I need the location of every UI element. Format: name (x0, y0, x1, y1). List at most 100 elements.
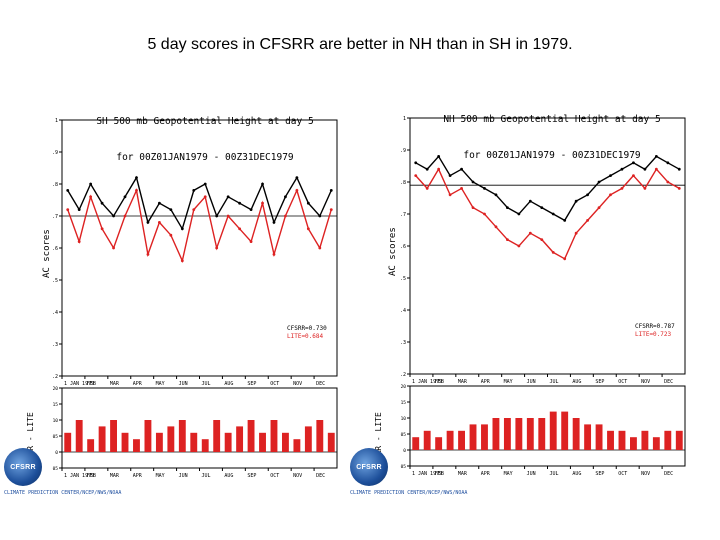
nh-diff-bar (538, 418, 546, 450)
nh-point-cfsrr (620, 167, 624, 171)
nh-point-cfsrr (666, 161, 670, 165)
sh-diff-ytick-label: .10 (52, 418, 58, 424)
nh-diff-xtick-label: MAY (504, 471, 513, 477)
sh-xtick-label: MAR (110, 381, 120, 387)
sh-point-cfsrr (284, 195, 287, 199)
sh-point-cfsrr (112, 214, 115, 218)
nh-point-lite (483, 212, 486, 216)
sh-diff-bar (75, 420, 83, 452)
sh-point-cfsrr (123, 195, 127, 199)
sh-ytick-label: .3 (52, 342, 58, 348)
sh-xtick-label: OCT (270, 381, 279, 387)
nh-point-lite (494, 225, 498, 229)
nh-diff-bar (515, 418, 523, 450)
nh-ytick-label: .5 (400, 276, 406, 282)
sh-diff-bar (155, 432, 163, 452)
sh-diff-xtick-label: NOV (293, 473, 302, 479)
nh-xtick-label: DEC (664, 379, 673, 385)
nh-series-lite (415, 167, 680, 260)
sh-diff-bar (121, 432, 129, 452)
sh-point-cfsrr (100, 201, 104, 205)
nh-point-cfsrr (414, 161, 418, 165)
sh-logo: CFSRR (4, 448, 42, 486)
nh-xtick-label: JUL (550, 379, 559, 385)
sh-diff-xtick-label: DEC (316, 473, 325, 479)
sh-diff-bar (190, 432, 198, 452)
nh-point-lite (597, 206, 601, 209)
sh-point-cfsrr (169, 208, 173, 211)
nh-panel: 1.9.8.7.6.5.4.3.2 1 JAN 1979 FEB MAR APR MAY J… (400, 116, 690, 496)
sh-xtick-label: FEB (87, 381, 96, 387)
sh-diff-bar (259, 432, 266, 452)
nh-point-cfsrr (574, 199, 578, 203)
nh-point-lite (471, 206, 475, 209)
sh-point-lite (146, 253, 150, 256)
sh-diff-bar (87, 439, 95, 452)
nh-point-lite (448, 193, 452, 197)
nh-point-lite (460, 187, 463, 190)
nh-diff-xtick-label: JUL (550, 471, 559, 477)
sh-series-cfsrr (67, 175, 332, 231)
sh-ytick-label: .4 (52, 310, 58, 316)
sh-diff-bar (224, 432, 232, 452)
sh-xtick-label: APR (133, 381, 143, 387)
nh-xtick-label: APR (481, 379, 491, 385)
sh-diff-bar (236, 426, 244, 452)
sh-diff-bar (282, 432, 289, 452)
nh-ytick-label: .7 (400, 212, 406, 218)
nh-diff-xtick-label: OCT (618, 471, 627, 477)
sh-point-cfsrr (238, 201, 242, 205)
nh-diff-bar (423, 430, 431, 450)
sh-diff-xtick-label: JUN (179, 473, 188, 479)
nh-point-lite (574, 231, 578, 235)
sh-ytick-label: 1 (55, 118, 58, 124)
sh-diff-bar (270, 420, 278, 452)
sh-point-cfsrr (318, 214, 322, 218)
sh-xtick-label: AUG (224, 381, 233, 387)
sh-point-cfsrr (192, 189, 196, 192)
nh-diff-xtick-label: AUG (572, 471, 581, 477)
sh-diff-bar (293, 439, 301, 452)
nh-diff-bar (630, 437, 637, 450)
nh-ytick-label: .3 (400, 340, 406, 346)
sh-panel: 1.9.8.7.6.5.4.3.2 1 JAN 1979 FEB MAR APR MAY J… (52, 118, 342, 498)
nh-point-cfsrr (425, 167, 429, 171)
nh-point-cfsrr (586, 193, 590, 197)
sh-xtick-label: SEP (247, 381, 256, 387)
nh-point-lite (632, 174, 635, 177)
sh-point-lite (77, 240, 81, 243)
nh-series-cfsrr (415, 155, 680, 222)
nh-diff-xtick-label: DEC (664, 471, 673, 477)
sh-credit: CLIMATE PREDICTION CENTER/NCEP/NWS/NOAA (4, 490, 122, 496)
sh-point-cfsrr (329, 189, 333, 192)
nh-legend-cfsrr: CFSRR=0.787 (635, 323, 675, 330)
nh-point-cfsrr (471, 180, 475, 184)
sh-point-cfsrr (77, 208, 81, 211)
sh-point-lite (238, 227, 242, 231)
sh-diff-xtick-label: JUL (202, 473, 211, 479)
nh-diff-bar (526, 418, 534, 450)
sh-diff-bar (64, 432, 72, 452)
nh-diff-xtick-label: MAR (458, 471, 468, 477)
sh-diff-bar (133, 439, 140, 452)
sh-point-cfsrr (180, 227, 184, 231)
nh-diff-ytick-label: .05 (400, 432, 406, 438)
nh-diff-bar (549, 411, 557, 450)
sh-diff-ytick-label: .20 (52, 386, 58, 392)
sh-point-cfsrr (66, 189, 70, 192)
sh-diff-xtick-label: OCT (270, 473, 279, 479)
nh-xtick-label: 1 JAN 1979 (412, 379, 442, 385)
nh-diff-bar (664, 430, 672, 450)
nh-point-cfsrr (528, 199, 532, 203)
sh-diff-xtick-label: 1 JAN 1979 (64, 473, 94, 479)
sh-diff-xtick-label: AUG (224, 473, 233, 479)
nh-ytick-label: .4 (400, 308, 406, 314)
nh-point-cfsrr (551, 212, 555, 216)
sh-ylabel: AC scores (42, 229, 52, 278)
nh-diff-ytick-label: .20 (400, 384, 406, 390)
nh-diff-bar (458, 430, 465, 450)
nh-point-cfsrr (460, 167, 463, 171)
sh-point-cfsrr (135, 176, 138, 179)
nh-point-cfsrr (632, 161, 635, 165)
nh-xtick-label: SEP (595, 379, 604, 385)
